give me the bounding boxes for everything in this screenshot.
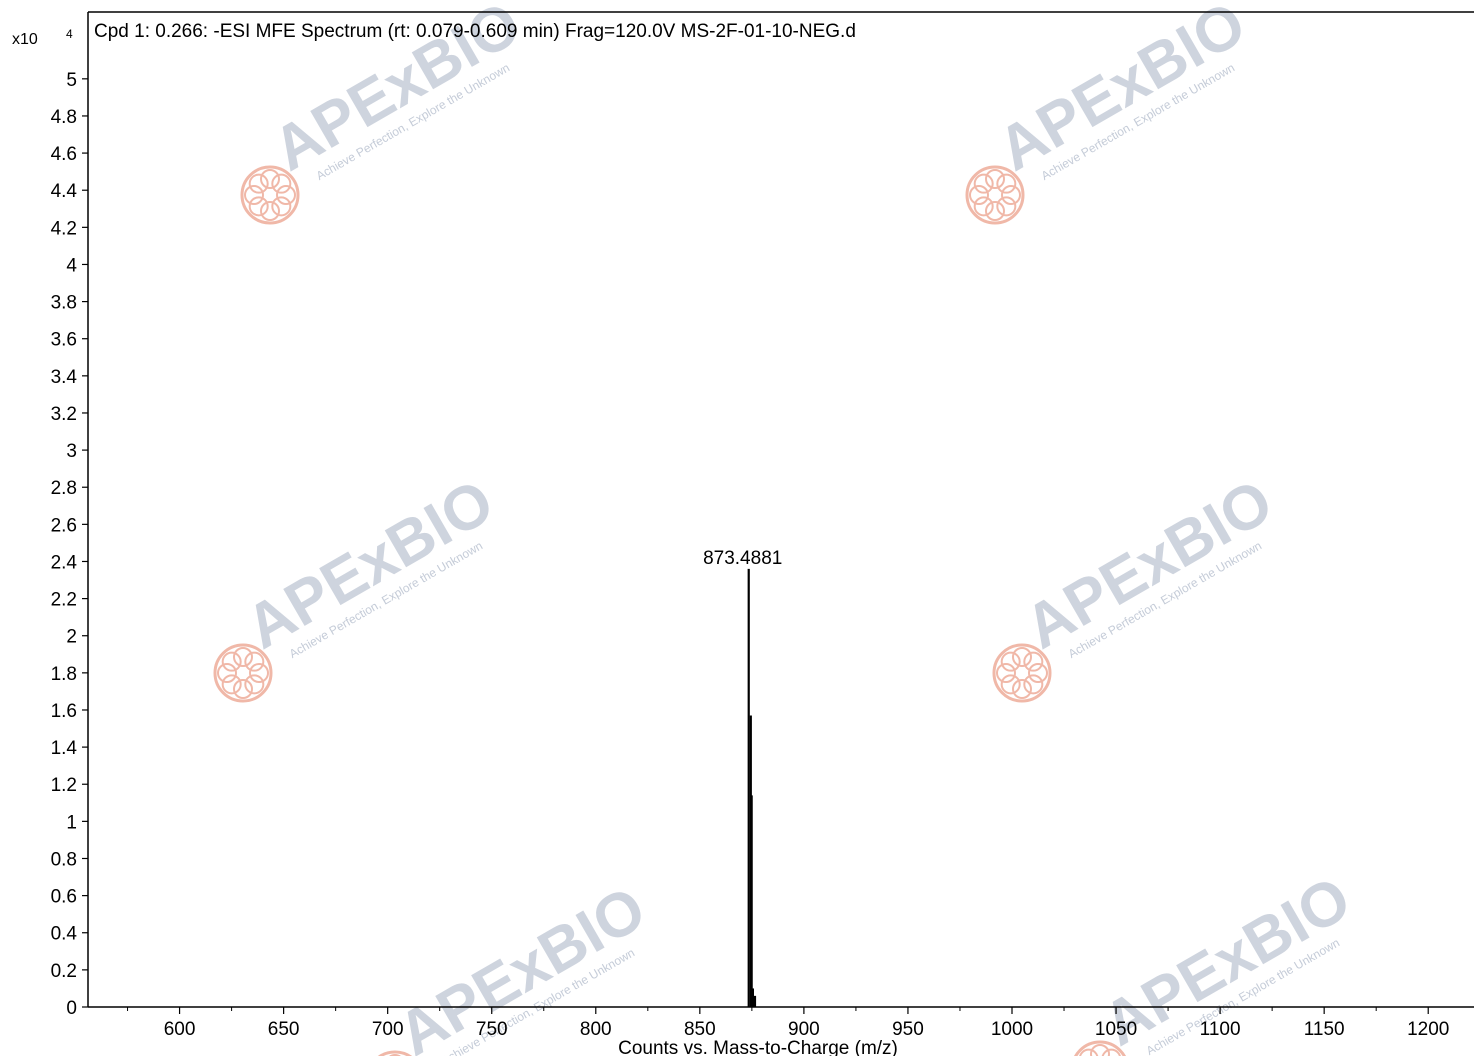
y-tick-label: 2.8 <box>51 478 77 499</box>
watermark-brand: APExBIO <box>1014 467 1284 663</box>
y-tick-label: 1.8 <box>51 664 77 685</box>
y-tick-label: 1.6 <box>51 701 77 722</box>
chart-title: Cpd 1: 0.266: -ESI MFE Spectrum (rt: 0.0… <box>94 21 856 42</box>
y-tick-label: 1.2 <box>51 775 77 796</box>
y-tick-label: 1 <box>66 812 77 833</box>
y-tick-label: 3.6 <box>51 330 77 351</box>
y-tick-label: 4 <box>66 255 77 276</box>
y-multiplier-exponent: 4 <box>66 27 73 41</box>
y-tick-label: 4.6 <box>51 144 77 165</box>
x-tick-label: 1050 <box>1095 1019 1137 1040</box>
y-multiplier-label: x10 <box>12 31 38 48</box>
y-tick-label: 0.6 <box>51 887 77 908</box>
y-tick-label: 4.8 <box>51 107 77 128</box>
plot-frame <box>87 11 1474 1008</box>
y-axis: 0 0.2 0.4 0.6 0.8 1 1.2 1.4 1.6 1.8 2 2.2 2.4 2.6 2.8 3… <box>51 70 88 1019</box>
watermark-logo-icon <box>213 643 273 703</box>
x-tick-label: 800 <box>580 1019 612 1040</box>
watermark-logo-icon <box>240 165 300 225</box>
y-tick-label: 4.2 <box>51 218 77 239</box>
x-tick-label: 1200 <box>1407 1019 1449 1040</box>
peak-label: 873.4881 <box>703 548 782 569</box>
x-tick-label: 1000 <box>991 1019 1033 1040</box>
y-tick-label: 4.4 <box>51 181 78 202</box>
peak-series <box>747 568 757 1007</box>
y-tick-label: 3.2 <box>51 404 77 425</box>
x-tick-label: 600 <box>164 1019 196 1040</box>
watermark-logo-icon <box>965 165 1025 225</box>
x-tick-label: 850 <box>684 1019 716 1040</box>
y-tick-label: 0.8 <box>51 849 77 870</box>
y-tick-label: 3 <box>66 441 77 462</box>
y-tick-label: 3.8 <box>51 293 77 314</box>
y-tick-label: 0 <box>66 998 77 1019</box>
peak-annotations: 873.4881 <box>703 548 782 569</box>
y-tick-label: 2.2 <box>51 590 77 611</box>
x-axis: 600 650 700 750 800 850 900 950 1000 1050 1100 1150… <box>127 1007 1449 1040</box>
watermark-logo-icon <box>992 643 1052 703</box>
y-tick-label: 5 <box>66 70 77 91</box>
y-tick-label: 1.4 <box>51 738 78 759</box>
y-tick-label: 0.4 <box>51 924 78 945</box>
y-tick-label: 0.2 <box>51 961 77 982</box>
y-tick-label: 2.6 <box>51 515 77 536</box>
x-tick-label: 900 <box>788 1019 820 1040</box>
x-axis-label: Counts vs. Mass-to-Charge (m/z) <box>618 1038 898 1056</box>
y-tick-label: 3.4 <box>51 367 78 388</box>
y-tick-label: 2 <box>66 627 77 648</box>
watermark-brand: APExBIO <box>235 467 505 663</box>
y-tick-label: 2.4 <box>51 552 78 573</box>
x-tick-label: 700 <box>372 1019 404 1040</box>
x-tick-label: 1150 <box>1304 1019 1345 1040</box>
x-tick-label: 750 <box>476 1019 508 1040</box>
x-tick-label: 650 <box>268 1019 300 1040</box>
watermark-brand: APExBIO <box>987 0 1257 184</box>
x-tick-label: 1100 <box>1200 1019 1241 1040</box>
x-tick-label: 950 <box>892 1019 924 1040</box>
